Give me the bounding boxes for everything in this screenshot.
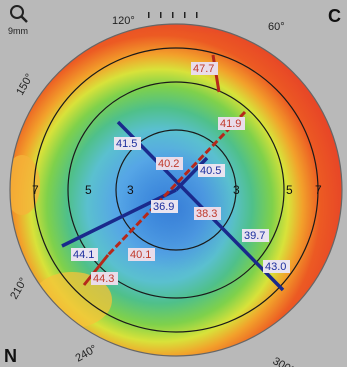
value-steep-40-2: 40.2 — [158, 158, 179, 170]
zoom-label: 9mm — [8, 26, 28, 36]
value-steep-47-7: 47.7 — [193, 63, 214, 75]
ring-5 — [67, 81, 285, 299]
angle-label-210: 210° — [8, 276, 30, 302]
ring-number-labels: 7 5 3 3 5 7 — [32, 183, 322, 197]
ring-label-right-7: 7 — [315, 183, 322, 197]
value-flat-39-7: 39.7 — [244, 230, 265, 242]
value-steep-38-3: 38.3 — [196, 208, 217, 220]
tick-marks — [148, 12, 198, 18]
topography-rings — [9, 23, 343, 357]
value-flat-41-5: 41.5 — [116, 138, 137, 150]
value-flat-40-5: 40.5 — [200, 165, 221, 177]
value-steep-41-9: 41.9 — [220, 118, 241, 130]
ring-label-left-3: 3 — [127, 183, 134, 197]
ring-3 — [115, 129, 237, 251]
ring-7 — [33, 47, 319, 333]
angle-label-240: 240° — [74, 343, 100, 365]
angle-label-150: 150° — [14, 72, 36, 98]
value-flat-36-9: 36.9 — [153, 201, 174, 213]
angle-label-120: 120° — [112, 15, 135, 27]
keratometry-values: 47.7 41.9 40.2 38.3 40.1 44.3 41.5 40.5 … — [71, 62, 290, 285]
angle-label-300: 300° — [271, 355, 297, 367]
corner-label-bottom-left: N — [4, 346, 17, 366]
value-steep-44-3: 44.3 — [93, 273, 114, 285]
value-steep-40-1: 40.1 — [130, 249, 151, 261]
ring-label-left-7: 7 — [32, 183, 39, 197]
ring-label-left-5: 5 — [85, 183, 92, 197]
magnifier-icon — [10, 5, 28, 23]
value-flat-43-0: 43.0 — [265, 261, 286, 273]
ring-label-right-5: 5 — [286, 183, 293, 197]
value-flat-44-1: 44.1 — [73, 249, 94, 261]
axis-flat — [61, 120, 285, 292]
ring-label-right-3: 3 — [233, 183, 240, 197]
angle-label-60: 60° — [268, 21, 285, 33]
corner-label-top-right: C — [328, 6, 341, 26]
zoom-magnifier-icon[interactable]: 9mm — [8, 4, 34, 40]
ring-outer — [9, 23, 343, 357]
